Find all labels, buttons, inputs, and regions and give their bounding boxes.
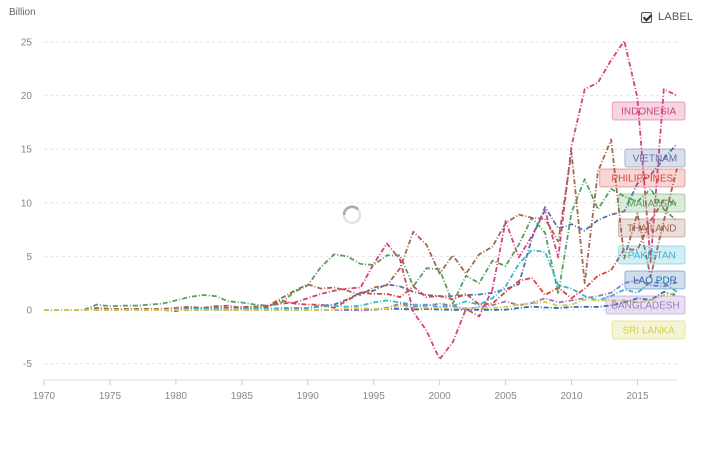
x-tick-label: 2015 — [626, 391, 649, 402]
svg-text:VIETNAM: VIETNAM — [633, 154, 677, 165]
series-label-pakistan: PAKISTAN — [618, 245, 686, 265]
series-line-malaysia — [44, 178, 678, 311]
x-tick-label: 1970 — [33, 391, 56, 402]
x-tick-label: 1990 — [297, 391, 320, 402]
x-tick-label: 1980 — [165, 391, 188, 402]
x-tick-label: 2010 — [560, 391, 583, 402]
svg-text:SRI LANKA: SRI LANKA — [623, 326, 676, 337]
y-axis-ticks: -5 0 5 10 15 20 25 — [21, 38, 33, 371]
label-toggle[interactable]: LABEL — [641, 11, 693, 23]
series-label-vietnam: VIETNAM — [624, 148, 686, 168]
series-label-malaysia: MALAYSIA — [618, 193, 686, 213]
series-label-thailand: THAILAND — [618, 218, 686, 238]
series-label-bangladesh: BANGLADESH — [605, 295, 686, 315]
svg-text:THAILAND: THAILAND — [627, 224, 676, 235]
label-checkbox[interactable] — [641, 11, 652, 23]
svg-text:PAKISTAN: PAKISTAN — [628, 251, 676, 262]
series-line-pakistan — [44, 249, 678, 311]
y-tick-label: 10 — [21, 198, 33, 209]
y-tick-label: -5 — [23, 359, 32, 370]
series-line-lao-pdr — [44, 290, 678, 311]
series-line-indonesia — [44, 40, 678, 361]
series-label-philippines: PHILIPPINES — [599, 168, 686, 188]
svg-text:INDONESIA: INDONESIA — [621, 107, 676, 118]
svg-text:PHILIPPINES: PHILIPPINES — [611, 174, 673, 185]
series-label-sri-lanka: SRI LANKA — [611, 320, 686, 340]
series-line-philippines — [44, 198, 678, 313]
label-toggle-text: LABEL — [658, 11, 694, 23]
series-line-vietnam — [44, 143, 678, 311]
loading-spinner-icon — [342, 205, 362, 225]
svg-text:LAO PDR: LAO PDR — [633, 276, 677, 287]
svg-text:MALAYSIA: MALAYSIA — [627, 199, 677, 210]
series-label-indonesia: INDONESIA — [611, 101, 686, 121]
series-labels: INDONESIA VIETNAM PHILIPPINES MALAYSIA THAIL… — [599, 101, 686, 340]
x-tick-label: 1995 — [363, 391, 386, 402]
y-tick-label: 20 — [21, 91, 33, 102]
series-label-lao-pdr: LAO PDR — [624, 270, 686, 290]
series-line-bangladesh — [44, 279, 678, 311]
x-tick-label: 1985 — [231, 391, 254, 402]
series-line-thailand — [44, 138, 678, 311]
x-tick-label: 1975 — [99, 391, 122, 402]
grid-lines — [44, 41, 677, 365]
y-tick-label: 0 — [26, 306, 32, 317]
y-tick-label: 15 — [21, 145, 33, 156]
x-tick-label: 2000 — [429, 391, 452, 402]
series-lines — [44, 40, 678, 361]
x-tick-label: 2005 — [494, 391, 517, 402]
svg-text:BANGLADESH: BANGLADESH — [611, 301, 679, 312]
y-axis-unit-label: Billion — [9, 7, 36, 18]
y-tick-label: 25 — [21, 38, 33, 49]
y-tick-label: 5 — [26, 252, 32, 263]
x-axis-ticks: 1970 1975 1980 1985 1990 1995 2000 2005 2010 2015 — [33, 379, 677, 402]
